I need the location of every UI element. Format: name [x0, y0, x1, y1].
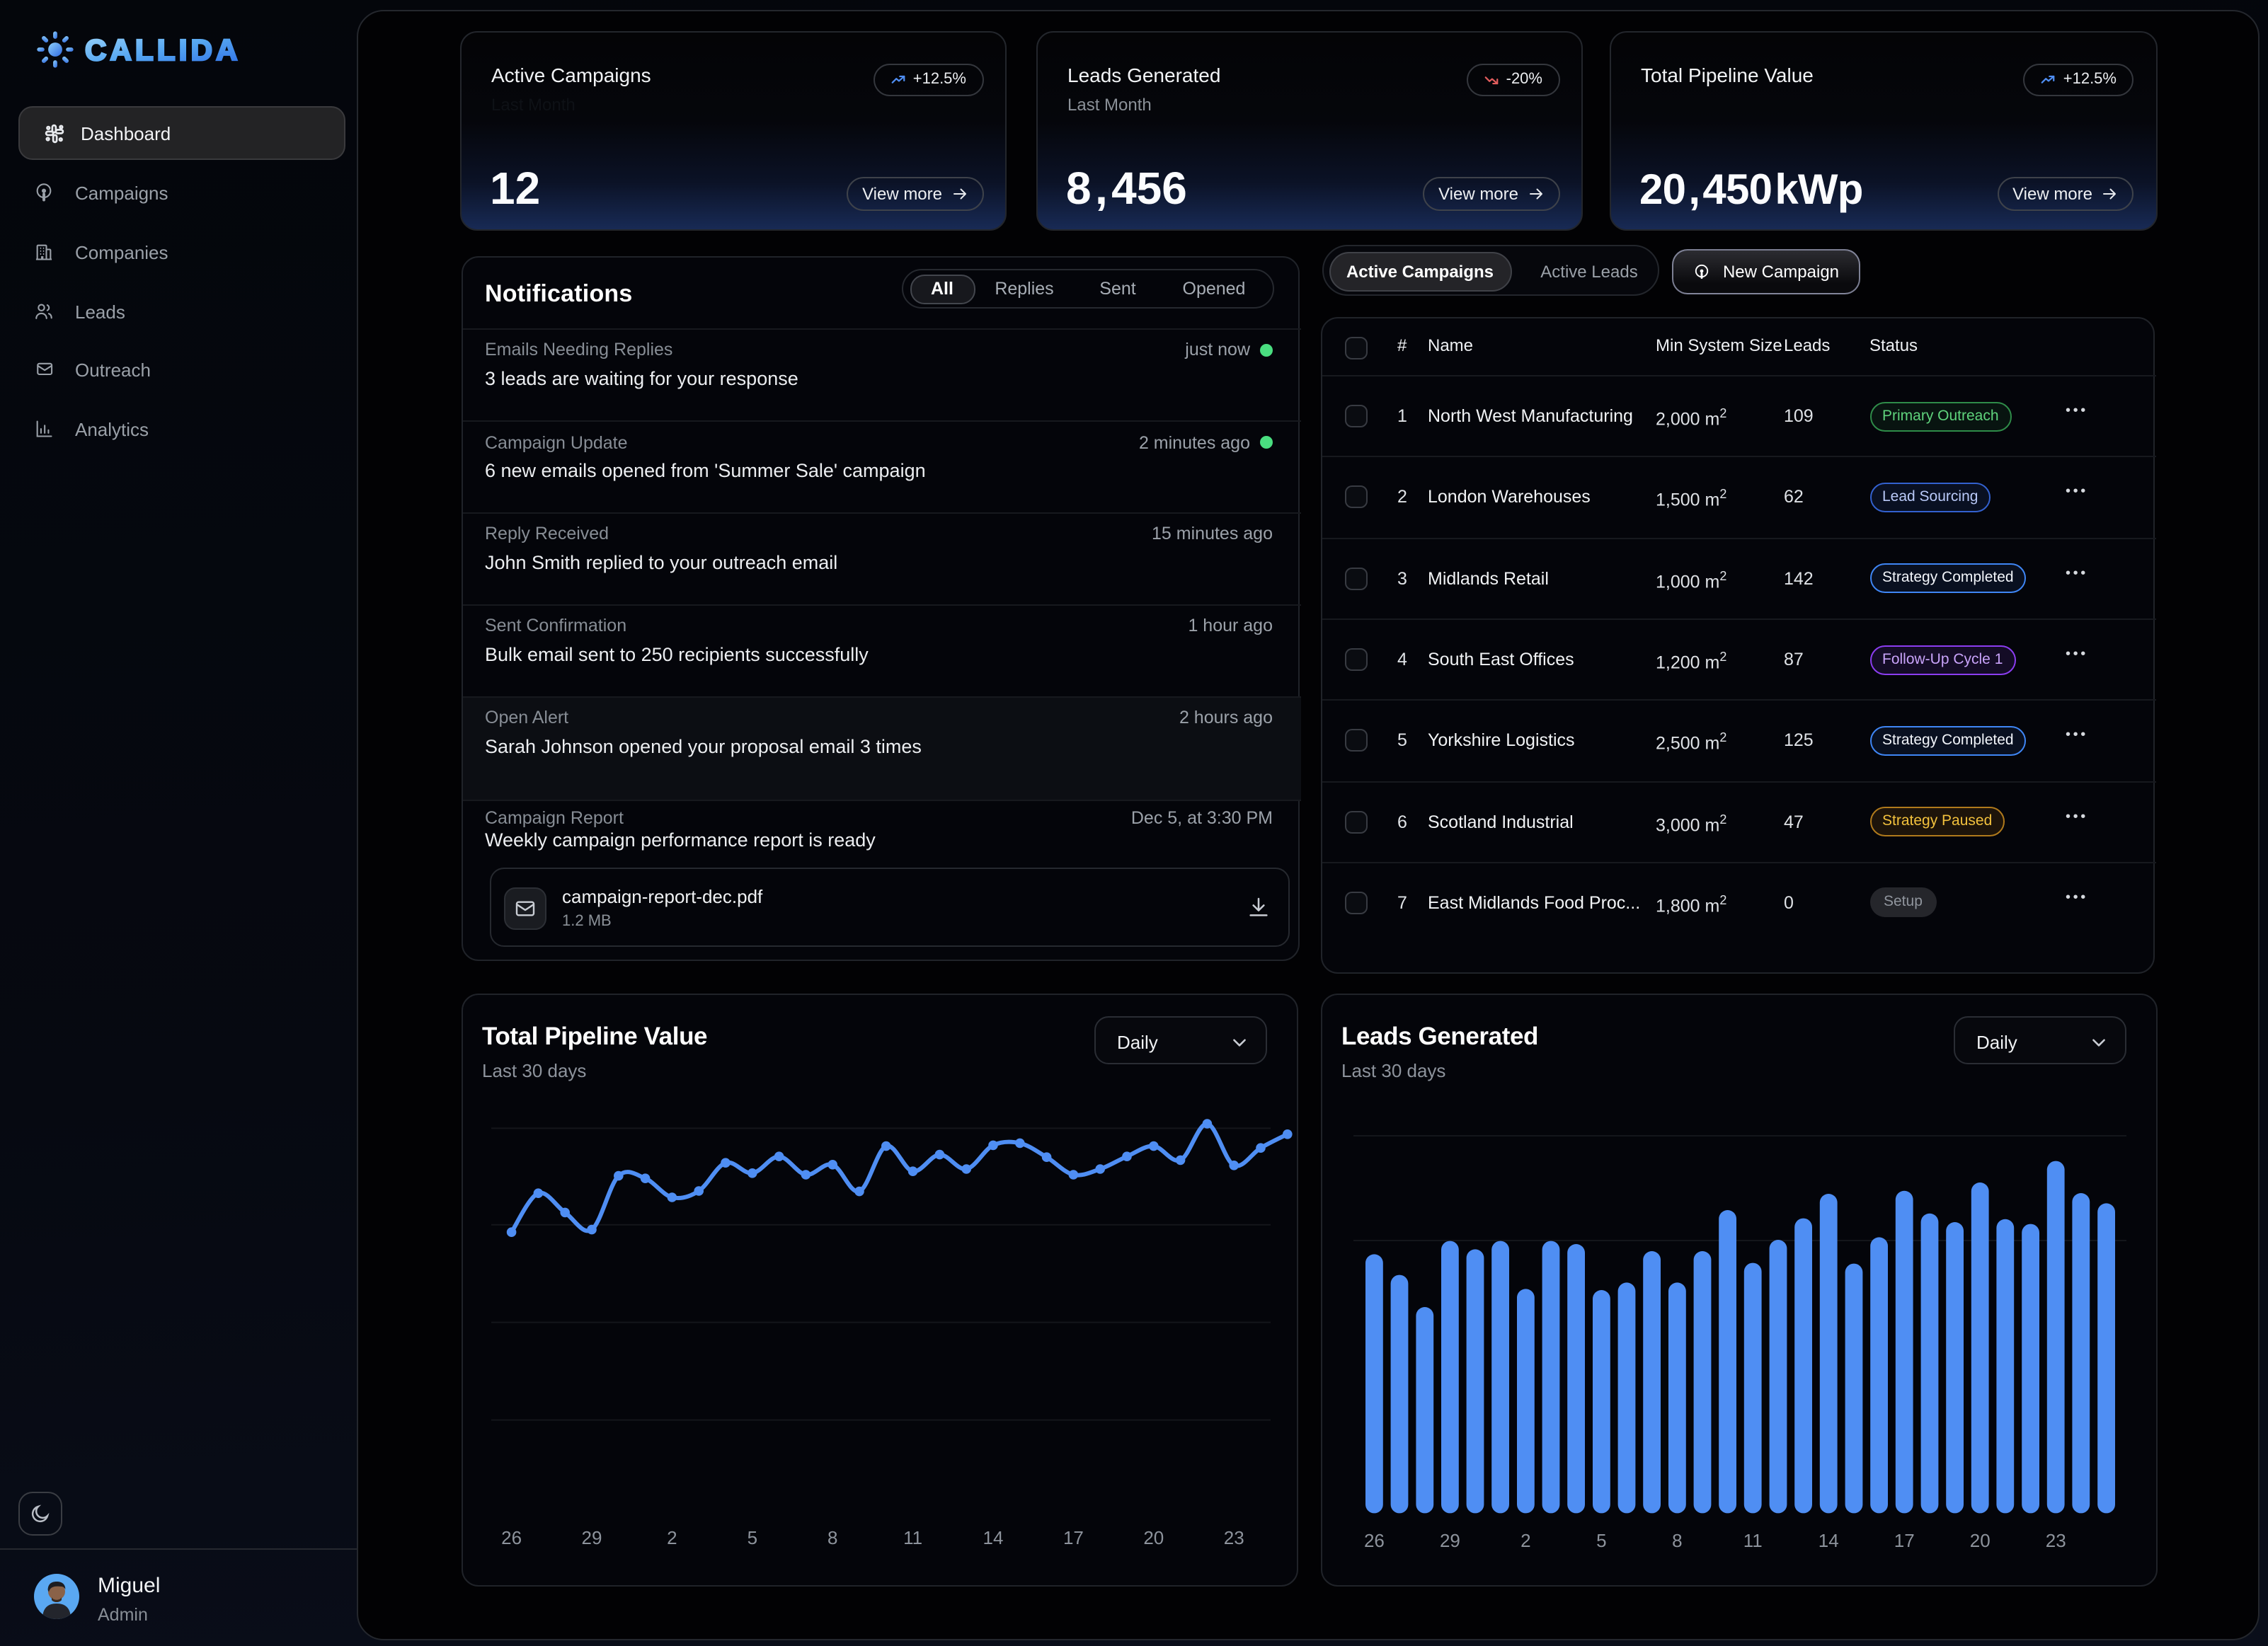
- svg-text:CALLIDA: CALLIDA: [85, 33, 241, 67]
- svg-text:8: 8: [1672, 1529, 1682, 1550]
- svg-text:2: 2: [667, 1526, 677, 1548]
- svg-text:8: 8: [827, 1526, 837, 1548]
- svg-text:23: 23: [2046, 1529, 2066, 1550]
- svg-text:23: 23: [1224, 1526, 1244, 1548]
- svg-text:29: 29: [582, 1526, 602, 1548]
- svg-text:26: 26: [1364, 1529, 1385, 1550]
- svg-text:2: 2: [1520, 1529, 1530, 1550]
- svg-text:29: 29: [1440, 1529, 1460, 1550]
- svg-text:14: 14: [983, 1526, 1004, 1548]
- svg-text:17: 17: [1894, 1529, 1915, 1550]
- svg-text:5: 5: [1596, 1529, 1606, 1550]
- svg-text:11: 11: [1743, 1529, 1763, 1550]
- svg-text:5: 5: [748, 1526, 757, 1548]
- svg-text:26: 26: [501, 1526, 522, 1548]
- svg-text:11: 11: [903, 1526, 922, 1548]
- svg-text:14: 14: [1819, 1529, 1839, 1550]
- svg-text:20: 20: [1970, 1529, 1991, 1550]
- svg-text:20: 20: [1143, 1526, 1164, 1548]
- svg-text:17: 17: [1063, 1526, 1084, 1548]
